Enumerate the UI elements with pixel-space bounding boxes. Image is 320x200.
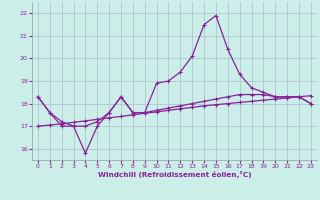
X-axis label: Windchill (Refroidissement éolien,°C): Windchill (Refroidissement éolien,°C): [98, 171, 251, 178]
